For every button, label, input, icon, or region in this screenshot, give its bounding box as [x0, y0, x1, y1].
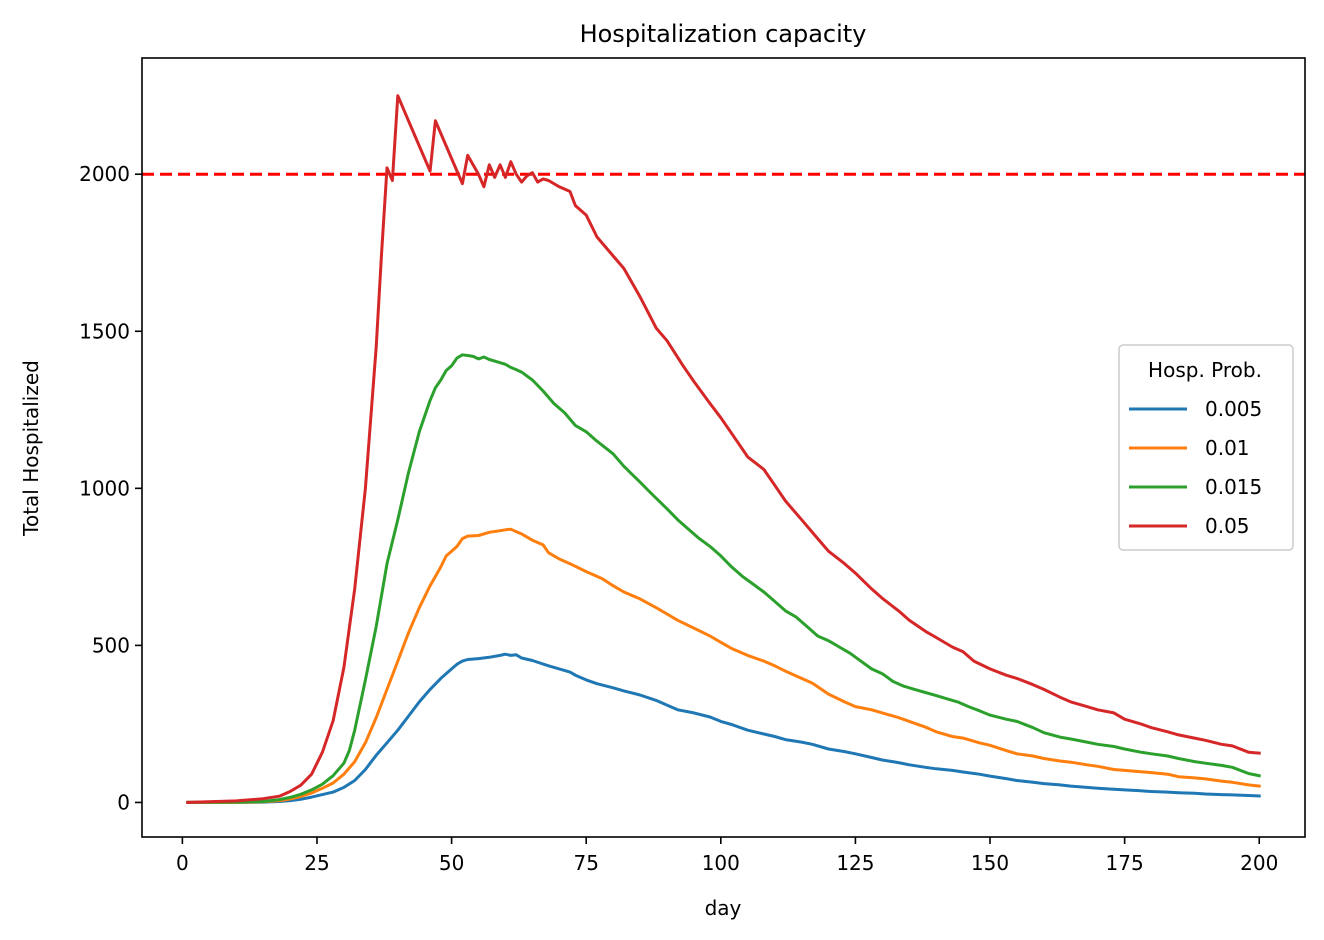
legend-label: 0.05 [1205, 514, 1250, 538]
legend-title: Hosp. Prob. [1148, 358, 1262, 382]
x-axis-label: day [705, 896, 742, 920]
y-tick-label: 2000 [79, 162, 130, 186]
y-tick-label: 0 [117, 790, 130, 814]
x-tick-label: 100 [702, 851, 740, 875]
chart-title: Hospitalization capacity [580, 20, 867, 48]
x-tick-label: 150 [971, 851, 1009, 875]
legend-label: 0.01 [1205, 436, 1250, 460]
y-tick-label: 500 [92, 633, 130, 657]
legend-entry-0.05[interactable]: 0.05 [1129, 514, 1250, 538]
y-tick-label: 1500 [79, 319, 130, 343]
x-axis: 0 25 50 75 100 125 150 175 200 [176, 837, 1278, 875]
x-tick-label: 50 [439, 851, 464, 875]
series-line-0.01 [186, 527, 1261, 804]
series-line-0.015 [186, 353, 1261, 804]
y-axis-label: Total Hospitalized [19, 360, 43, 537]
y-axis: 0 500 1000 1500 2000 [79, 162, 142, 814]
series-line-0.005 [186, 652, 1261, 804]
legend[interactable]: Hosp. Prob. 0.005 0.01 0.015 0.05 [1118, 344, 1294, 551]
legend-label: 0.005 [1205, 397, 1262, 421]
legend-entry-0.005[interactable]: 0.005 [1129, 397, 1262, 421]
x-tick-label: 200 [1240, 851, 1278, 875]
series-group [186, 94, 1261, 804]
legend-label: 0.015 [1205, 475, 1262, 499]
x-tick-label: 25 [304, 851, 329, 875]
x-tick-label: 175 [1106, 851, 1144, 875]
x-tick-label: 125 [836, 851, 874, 875]
legend-entry-0.01[interactable]: 0.01 [1129, 436, 1250, 460]
x-tick-label: 0 [176, 851, 189, 875]
x-tick-label: 75 [573, 851, 598, 875]
plot-frame [141, 57, 1306, 838]
legend-entry-0.015[interactable]: 0.015 [1129, 475, 1262, 499]
series-line-0.05 [186, 94, 1261, 804]
legend-box [1118, 344, 1294, 551]
y-tick-label: 1000 [79, 476, 130, 500]
